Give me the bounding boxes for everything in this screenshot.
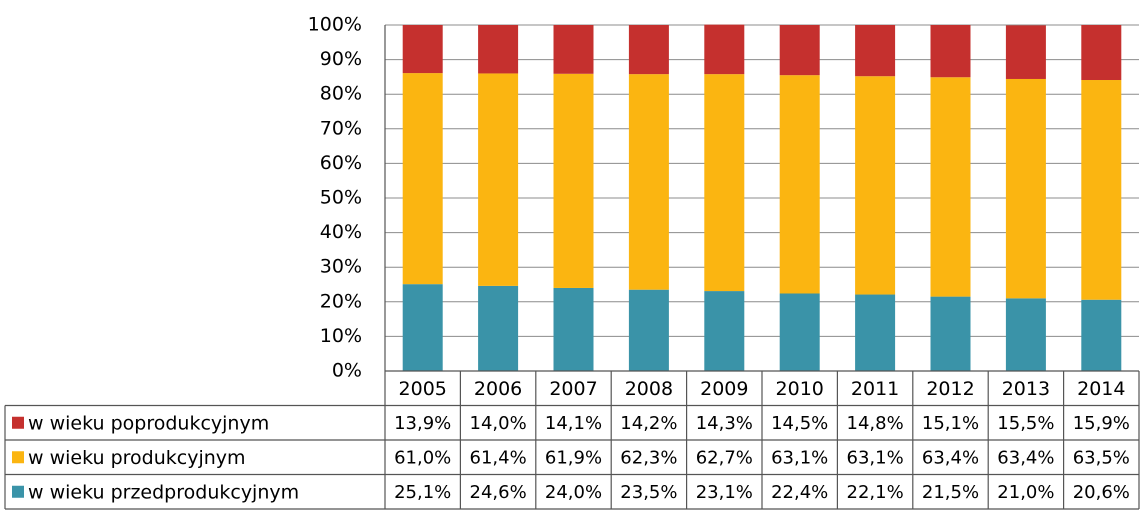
x-tick-label: 2014 <box>1077 378 1125 400</box>
value-label: 24,0% <box>545 482 602 503</box>
y-tick-label: 100% <box>308 14 362 36</box>
bar-segment <box>855 25 896 77</box>
value-label: 24,6% <box>470 482 527 503</box>
x-tick-label: 2005 <box>399 378 447 400</box>
value-label: 61,9% <box>545 447 602 468</box>
bar-segment <box>1081 80 1122 300</box>
bar-segment <box>478 73 519 286</box>
value-label: 23,5% <box>620 482 677 503</box>
y-tick-label: 40% <box>320 221 362 243</box>
bar-segment <box>553 73 594 288</box>
bar-segment <box>1081 25 1122 81</box>
value-label: 62,7% <box>696 447 753 468</box>
x-tick-label: 2010 <box>776 378 824 400</box>
value-label: 22,4% <box>771 482 828 503</box>
y-tick-label: 50% <box>320 187 362 209</box>
bar-segment <box>478 25 519 74</box>
y-tick-label: 10% <box>320 325 362 347</box>
bar-segment <box>478 285 519 371</box>
value-label: 63,4% <box>997 447 1054 468</box>
bar-segment <box>1005 78 1046 299</box>
value-label: 61,0% <box>394 447 451 468</box>
bar-segment <box>628 25 669 75</box>
x-tick-label: 2008 <box>625 378 673 400</box>
value-label: 14,3% <box>696 413 753 434</box>
value-label: 14,5% <box>771 413 828 434</box>
legend-label: w wieku produkcyjnym <box>28 447 246 469</box>
legend-marker <box>12 451 24 464</box>
y-tick-label: 70% <box>320 117 362 139</box>
value-label: 63,5% <box>1073 447 1130 468</box>
bar-segment <box>779 75 820 294</box>
y-tick-label: 30% <box>320 256 362 278</box>
y-tick-label: 60% <box>320 152 362 174</box>
value-label: 22,1% <box>847 482 904 503</box>
y-tick-label: 80% <box>320 83 362 105</box>
bar-segment <box>704 24 745 75</box>
bar-segment <box>779 293 820 371</box>
bar-segment <box>402 25 443 74</box>
value-label: 61,4% <box>470 447 527 468</box>
legend-label: w wieku przedprodukcyjnym <box>28 481 299 503</box>
value-label: 15,1% <box>922 413 979 434</box>
bar-segment <box>855 294 896 371</box>
y-tick-label: 90% <box>320 48 362 70</box>
value-label: 62,3% <box>620 447 677 468</box>
y-tick-label: 20% <box>320 290 362 312</box>
value-label: 63,1% <box>847 447 904 468</box>
legend-label: w wieku poprodukcyjnym <box>28 412 269 434</box>
bar-segment <box>704 74 745 292</box>
value-label: 15,9% <box>1073 413 1130 434</box>
x-tick-label: 2007 <box>549 378 597 400</box>
x-tick-label: 2011 <box>851 378 899 400</box>
bar-segment <box>704 291 745 371</box>
value-label: 23,1% <box>696 482 753 503</box>
value-label: 21,0% <box>997 482 1054 503</box>
value-label: 15,5% <box>997 413 1054 434</box>
bar-segment <box>553 287 594 371</box>
bar-segment <box>402 284 443 371</box>
bar-segment <box>779 25 820 76</box>
bar-segment <box>855 76 896 295</box>
bar-segment <box>628 289 669 371</box>
value-label: 14,1% <box>545 413 602 434</box>
x-tick-label: 2012 <box>926 378 974 400</box>
legend-marker <box>12 416 24 429</box>
y-tick-label: 0% <box>332 360 362 382</box>
bar-segment <box>1081 299 1122 371</box>
value-label: 14,2% <box>620 413 677 434</box>
x-tick-label: 2013 <box>1002 378 1050 400</box>
bar-segment <box>930 25 971 78</box>
bar-segment <box>1005 25 1046 79</box>
x-tick-label: 2006 <box>474 378 522 400</box>
value-label: 14,0% <box>470 413 527 434</box>
bar-segment <box>930 77 971 297</box>
value-label: 63,4% <box>922 447 979 468</box>
x-tick-label: 2009 <box>700 378 748 400</box>
value-label: 25,1% <box>394 482 451 503</box>
value-label: 13,9% <box>394 413 451 434</box>
bar-segment <box>402 73 443 285</box>
legend-marker <box>12 485 24 498</box>
bar-segment <box>553 25 594 74</box>
bar-segment <box>930 296 971 371</box>
value-label: 20,6% <box>1073 482 1130 503</box>
value-label: 63,1% <box>771 447 828 468</box>
value-label: 14,8% <box>847 413 904 434</box>
value-label: 21,5% <box>922 482 979 503</box>
bar-segment <box>628 74 669 290</box>
bar-segment <box>1005 298 1046 371</box>
